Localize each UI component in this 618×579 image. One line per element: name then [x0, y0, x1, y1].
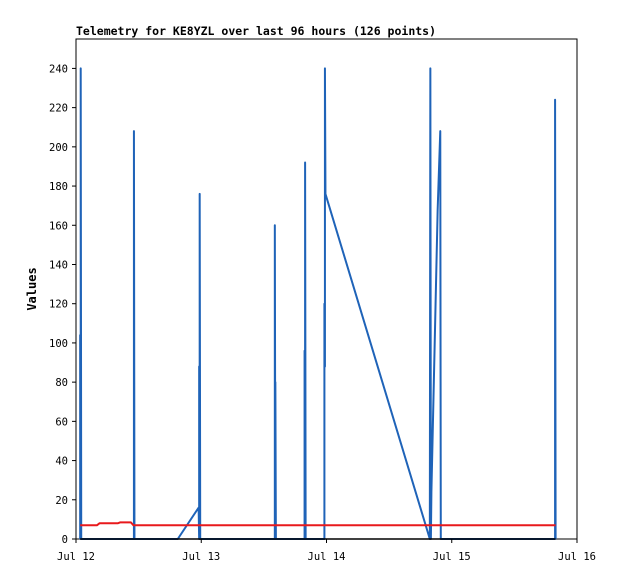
y-tick-label: 40 — [55, 456, 68, 468]
y-tick-label: 0 — [62, 534, 68, 546]
series-layer — [79, 67, 557, 540]
y-axis: 0 20 40 60 80 100 120 140 160 180 200 220 240 — [49, 63, 76, 546]
plot-frame — [75, 38, 578, 540]
series-line-2 — [80, 521, 556, 527]
chart-title: Telemetry for KE8YZL over last 96 hours … — [76, 24, 436, 38]
y-tick-label: 180 — [49, 181, 68, 193]
y-tick-label: 240 — [49, 63, 68, 75]
y-tick-label: 20 — [55, 495, 68, 507]
y-tick-label: 100 — [49, 338, 68, 350]
x-tick-label: Jul 14 — [308, 551, 346, 563]
x-tick-label: Jul 15 — [433, 551, 471, 563]
y-tick-label: 60 — [55, 416, 68, 428]
y-axis-label: Values — [25, 267, 39, 310]
series-line-1 — [79, 67, 557, 540]
y-tick-label: 160 — [49, 220, 68, 232]
y-tick-label: 120 — [49, 299, 68, 311]
x-tick-label: Jul 16 — [558, 551, 596, 563]
y-tick-label: 220 — [49, 103, 68, 115]
x-tick-label: Jul 13 — [182, 551, 220, 563]
x-tick-label: Jul 12 — [57, 551, 95, 563]
y-tick-label: 200 — [49, 142, 68, 154]
x-axis: Jul 12 Jul 13 Jul 14 Jul 15 Jul 16 — [57, 539, 596, 563]
y-tick-label: 140 — [49, 259, 68, 271]
y-tick-label: 80 — [55, 377, 68, 389]
